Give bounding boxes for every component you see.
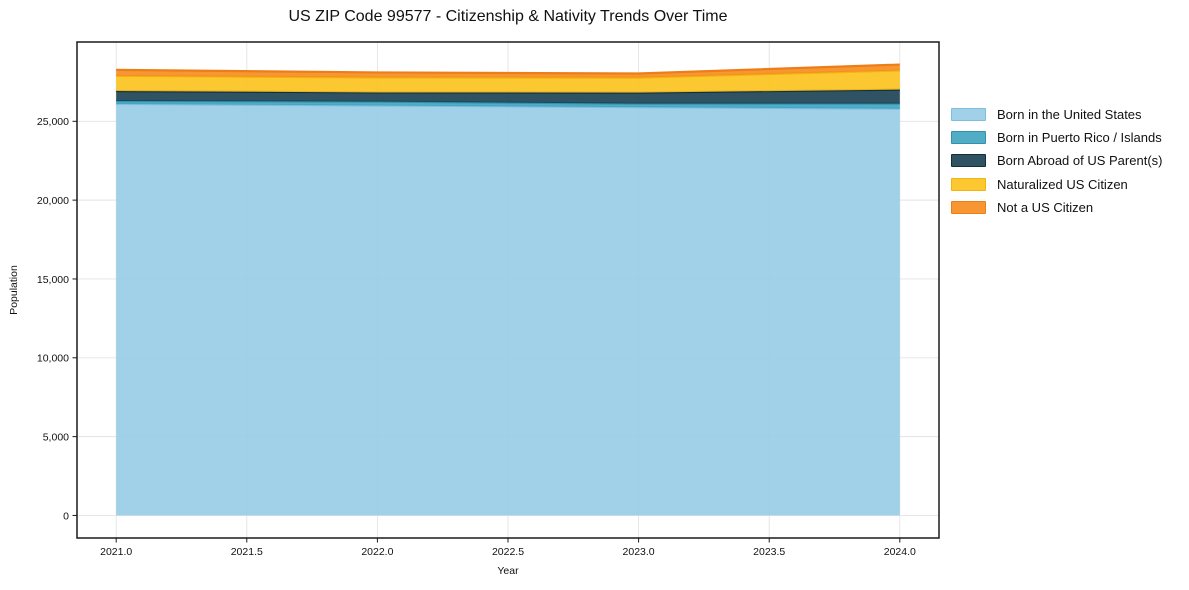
- legend-swatch: [951, 154, 986, 168]
- legend: Born in the United States Born in Puerto …: [951, 103, 1162, 219]
- y-tick-label: 0: [63, 510, 69, 522]
- y-tick-label: 25,000: [37, 116, 69, 128]
- y-axis: 0 5,000 10,000 15,000 20,000 25,000: [37, 116, 77, 522]
- areas: [116, 63, 900, 516]
- y-tick-label: 15,000: [37, 274, 69, 286]
- legend-label: Born in the United States: [997, 107, 1142, 123]
- legend-swatch: [951, 131, 986, 145]
- legend-label: Born in Puerto Rico / Islands: [997, 130, 1162, 146]
- chart-title: US ZIP Code 99577 - Citizenship & Nativi…: [288, 8, 728, 25]
- x-axis-label: Year: [497, 565, 519, 577]
- legend-swatch: [951, 177, 986, 191]
- x-tick-label: 2023.0: [623, 546, 655, 558]
- x-tick-label: 2022.0: [361, 546, 393, 558]
- legend-label: Born Abroad of US Parent(s): [997, 153, 1163, 169]
- x-axis: 2021.0 2021.5 2022.0 2022.5 2023.0 2023.5 2024…: [100, 538, 916, 558]
- area-series-0: [116, 103, 900, 516]
- area-series-1: [116, 100, 900, 109]
- x-tick-label: 2022.5: [492, 546, 524, 558]
- x-tick-label: 2021.0: [100, 546, 132, 558]
- legend-swatch: [951, 200, 986, 214]
- x-tick-label: 2023.5: [753, 546, 785, 558]
- legend-label: Not a US Citizen: [997, 199, 1094, 215]
- legend-swatch: [951, 108, 986, 122]
- legend-item-1: Born in Puerto Rico / Islands: [951, 126, 1162, 149]
- x-tick-label: 2021.5: [231, 546, 263, 558]
- area-series-4-edge: [116, 63, 900, 75]
- y-tick-label: 5,000: [43, 431, 69, 443]
- legend-item-3: Naturalized US Citizen: [951, 173, 1162, 196]
- legend-item-2: Born Abroad of US Parent(s): [951, 149, 1162, 172]
- x-tick-label: 2024.0: [884, 546, 916, 558]
- legend-label: Naturalized US Citizen: [997, 176, 1128, 192]
- y-tick-label: 10,000: [37, 353, 69, 365]
- legend-item-0: Born in the United States: [951, 103, 1162, 126]
- area-series-4: [116, 64, 900, 78]
- legend-item-4: Not a US Citizen: [951, 196, 1162, 219]
- y-tick-label: 20,000: [37, 195, 69, 207]
